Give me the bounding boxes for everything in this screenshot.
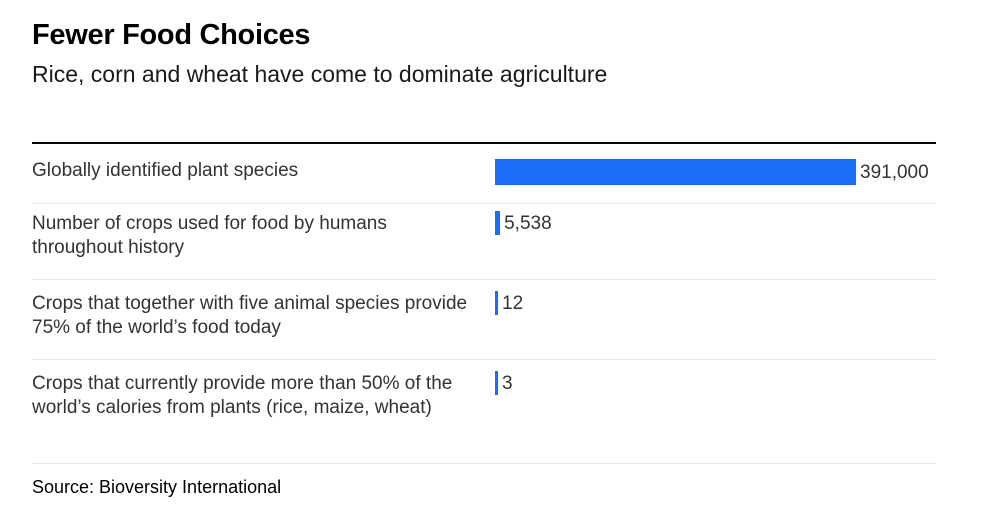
value-label: 3 — [502, 373, 513, 394]
bar-row: Crops that currently provide more than 5… — [32, 370, 936, 464]
value-label: 391,000 — [860, 162, 929, 183]
bar — [495, 211, 501, 235]
bar — [495, 291, 498, 315]
category-label: Globally identified plant species — [32, 160, 299, 181]
category-label: Crops that together with five animal spe… — [32, 293, 468, 338]
bar — [495, 159, 856, 185]
category-label: Crops that currently provide more than 5… — [32, 373, 453, 418]
bar — [495, 371, 498, 395]
row-divider — [32, 279, 936, 280]
category-label: Number of crops used for food by humans … — [32, 213, 387, 258]
source-note: Source: Bioversity International — [32, 477, 282, 497]
bar-row: Number of crops used for food by humans … — [32, 210, 936, 280]
bar-row: Globally identified plant species 391,000 — [32, 157, 936, 204]
chart-title: Fewer Food Choices — [32, 19, 311, 51]
value-label: 12 — [502, 293, 524, 314]
row-divider — [32, 203, 936, 204]
value-label: 5,538 — [504, 213, 552, 234]
row-divider — [32, 463, 936, 464]
bar-row: Crops that together with five animal spe… — [32, 290, 936, 360]
chart-subtitle: Rice, corn and wheat have come to domina… — [32, 61, 608, 87]
top-rule — [32, 142, 936, 144]
row-divider — [32, 359, 936, 360]
